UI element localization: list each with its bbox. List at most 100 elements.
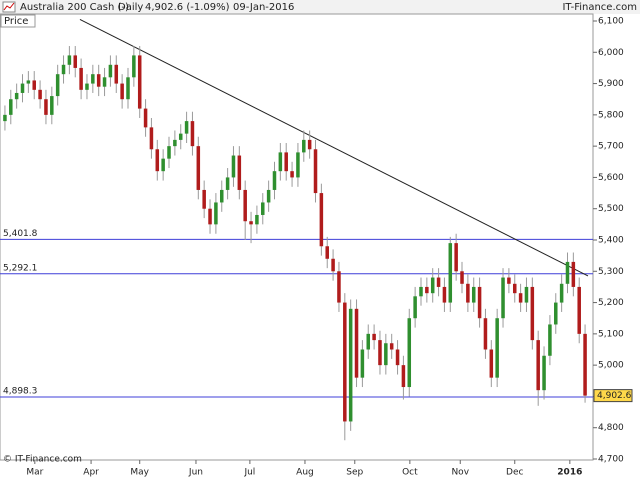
candle-body xyxy=(231,155,236,178)
x-tick-label: Dec xyxy=(506,468,523,478)
candle-body xyxy=(489,349,494,378)
price-label-box xyxy=(0,14,36,28)
candle-body xyxy=(190,121,195,147)
candle-body xyxy=(272,171,277,190)
instrument-name: Australia 200 Cash (-) xyxy=(20,2,129,13)
candle-body xyxy=(44,99,48,115)
y-tick-label: 4,800 xyxy=(598,423,624,433)
x-tick-label: Nov xyxy=(451,468,469,478)
candle-body xyxy=(237,155,242,190)
x-tick-label: Apr xyxy=(83,468,99,478)
x-tick-label: 2016 xyxy=(557,468,582,478)
candle-body xyxy=(395,349,400,366)
candle-body xyxy=(167,146,171,159)
candle-body xyxy=(161,158,165,172)
candle-body xyxy=(108,64,113,78)
candle-body xyxy=(507,277,511,284)
last-price-box xyxy=(593,389,633,403)
candle-body xyxy=(577,286,581,334)
candle-body xyxy=(255,214,259,225)
candle-body xyxy=(495,318,499,378)
candle-body xyxy=(442,286,447,303)
candle-body xyxy=(477,286,482,319)
candle-body xyxy=(26,80,31,84)
candle-body xyxy=(559,283,564,303)
last-change: 4,902.6 (-1.09%) xyxy=(145,2,230,13)
candle-body xyxy=(14,92,19,100)
price-label: Price xyxy=(4,16,28,27)
candle-body xyxy=(430,277,435,294)
x-tick-label: May xyxy=(130,468,149,478)
candle-body xyxy=(366,333,371,350)
candle-body xyxy=(67,55,72,65)
x-tick-label: Mar xyxy=(26,468,43,478)
candle-body xyxy=(372,333,376,341)
candle-body xyxy=(102,77,107,87)
candle-body xyxy=(155,149,160,172)
candle-body xyxy=(50,96,54,115)
candle-body xyxy=(32,80,36,90)
candle-body xyxy=(79,67,83,90)
candle-body xyxy=(284,152,288,172)
candle-body xyxy=(120,83,124,100)
brand: IT-Finance.com xyxy=(562,2,637,13)
candle-body xyxy=(96,74,101,87)
candle-body xyxy=(208,208,212,225)
candle-body xyxy=(343,302,347,422)
candle-body xyxy=(261,202,265,215)
candle-body xyxy=(126,77,130,100)
candle-body xyxy=(38,89,42,100)
candle-body xyxy=(319,193,324,247)
candle-body xyxy=(354,308,359,378)
candle-body xyxy=(425,286,429,294)
candle-body xyxy=(137,55,142,109)
candle-body xyxy=(360,349,365,378)
candle-body xyxy=(413,296,417,319)
header-bar xyxy=(0,0,640,14)
candle-body xyxy=(571,261,576,287)
candle-body xyxy=(114,64,119,84)
candle-body xyxy=(325,246,329,259)
candle-body xyxy=(384,343,388,366)
candle-body xyxy=(132,55,136,78)
candle-body xyxy=(173,139,177,147)
candle-body xyxy=(548,324,552,356)
last-price-label: 4,902.6 xyxy=(597,391,632,401)
candle-body xyxy=(524,286,529,303)
y-tick-label: 5,800 xyxy=(598,110,624,120)
candle-body xyxy=(471,286,476,303)
candle-body xyxy=(348,308,353,422)
candle-body xyxy=(149,127,154,150)
candle-body xyxy=(448,243,453,303)
candle-body xyxy=(243,189,247,222)
period: Daily xyxy=(118,2,143,13)
candle-body xyxy=(583,333,587,396)
candle-body xyxy=(331,258,335,272)
candle-body xyxy=(536,340,540,391)
candle-body xyxy=(225,177,230,190)
candle-body xyxy=(9,99,13,115)
y-tick-label: 5,400 xyxy=(598,236,624,246)
plot-frame xyxy=(0,13,594,461)
trendline xyxy=(79,18,589,277)
candle-body xyxy=(196,146,201,190)
candle-body xyxy=(296,152,300,178)
y-tick-label: 5,700 xyxy=(598,142,624,152)
candle-body xyxy=(401,365,406,388)
y-tick-label: 5,600 xyxy=(598,173,624,183)
candle-body xyxy=(483,318,488,350)
candle-body xyxy=(143,108,148,128)
y-tick-label: 4,700 xyxy=(598,455,624,465)
candle-body xyxy=(378,340,382,366)
level-label: 5,292.1 xyxy=(3,263,37,273)
candle-body xyxy=(313,149,318,194)
y-tick-label: 5,000 xyxy=(598,361,624,371)
candle-body xyxy=(501,277,505,319)
level-label: 4,898.3 xyxy=(3,386,37,396)
candle-body xyxy=(530,286,535,341)
candle-body xyxy=(436,277,441,287)
candle-body xyxy=(542,355,546,391)
y-tick-label: 5,900 xyxy=(598,79,624,89)
